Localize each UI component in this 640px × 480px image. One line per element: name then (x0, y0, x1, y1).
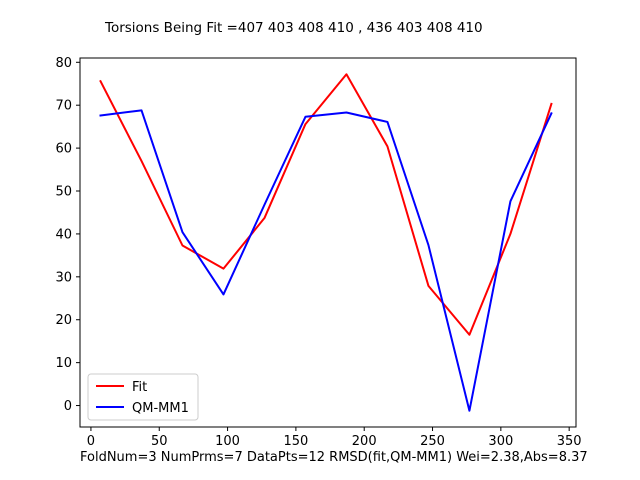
legend-label-0: Fit (132, 380, 147, 395)
y-tick-label: 10 (55, 356, 72, 371)
y-tick-label: 70 (55, 99, 72, 114)
y-tick-label: 50 (55, 185, 72, 200)
x-tick-label: 50 (151, 434, 168, 449)
x-tick-label: 100 (215, 434, 240, 449)
chart-footer: FoldNum=3 NumPrms=7 DataPts=12 RMSD(fit,… (80, 450, 588, 465)
y-tick-label: 40 (55, 227, 72, 242)
x-tick-label: 200 (352, 434, 377, 449)
y-tick-label: 80 (55, 56, 72, 71)
x-tick-label: 150 (283, 434, 308, 449)
series-line-1 (99, 109, 553, 412)
legend-label-1: QM-MM1 (132, 401, 189, 416)
axes-frame (79, 57, 577, 428)
chart-title: Torsions Being Fit =407 403 408 410 , 43… (104, 20, 483, 36)
x-tick-label: 350 (557, 434, 582, 449)
plot-area: 0 50 100 150 200 250 300 350 0 10 20 30 40 50 60 70 80 (55, 56, 581, 449)
y-tick-label: 0 (64, 399, 72, 414)
x-tick-label: 300 (488, 434, 513, 449)
x-tick-label: 250 (420, 434, 445, 449)
y-tick-label: 20 (55, 313, 72, 328)
y-tick-label: 60 (55, 142, 72, 157)
y-tick-label: 30 (55, 270, 72, 285)
chart-legend: Fit QM-MM1 (87, 373, 199, 421)
x-tick-label: 0 (87, 434, 95, 449)
series-line-0 (99, 73, 553, 336)
